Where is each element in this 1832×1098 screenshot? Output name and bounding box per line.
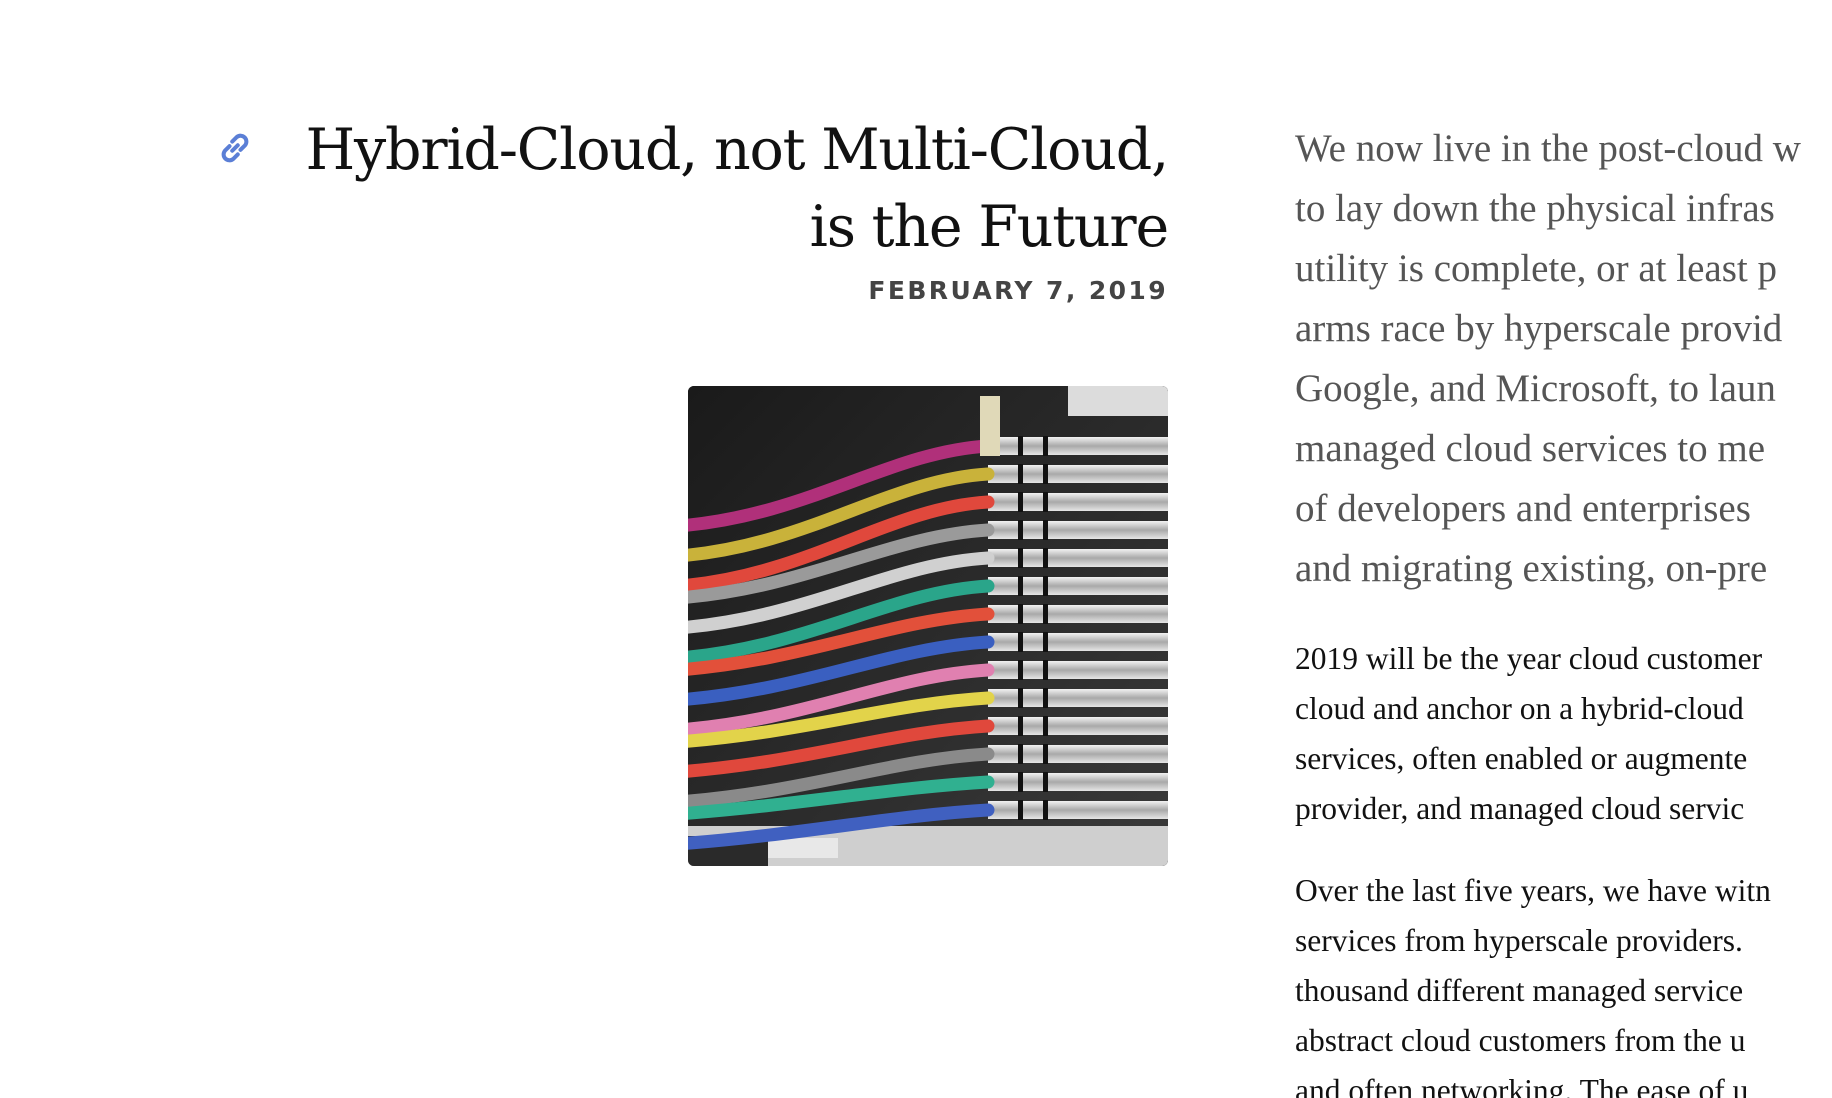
connector-port (988, 577, 1168, 595)
body-paragraph: 2019 will be the year cloud customer clo… (1295, 634, 1832, 834)
body-line: and often networking. The ease of u (1295, 1073, 1749, 1098)
body-line: thousand different managed service (1295, 973, 1744, 1008)
cable-strand (688, 663, 995, 736)
connector-port (988, 549, 1168, 567)
body-line: services from hyperscale providers. (1295, 923, 1743, 958)
post-title-line-1: Hybrid-Cloud, not Multi-Cloud, (305, 117, 1170, 183)
cable-strand (688, 495, 995, 592)
connector-port (988, 773, 1168, 791)
cable-strand (688, 719, 995, 778)
connector-port (988, 437, 1168, 455)
connector-port (988, 465, 1168, 483)
post-date: FEBRUARY 7, 2019 (868, 276, 1168, 305)
connector-clip (1018, 800, 1023, 820)
connector-clip (1018, 632, 1023, 652)
cable-strand (688, 551, 995, 634)
body-line: cloud and anchor on a hybrid-cloud (1295, 691, 1744, 726)
connector-clip (1043, 632, 1048, 652)
connector-clip (1018, 716, 1023, 736)
connector-port (988, 605, 1168, 623)
connector-clip (1018, 688, 1023, 708)
connector-clip (1043, 436, 1048, 456)
cable-strand (688, 803, 995, 850)
connector-clip (1018, 772, 1023, 792)
title-block: Hybrid-Cloud, not Multi-Cloud, is the Fu… (200, 112, 1170, 305)
connector-clip (1043, 716, 1048, 736)
connector-clip (1043, 772, 1048, 792)
lede-line: and migrating existing, on-pre (1295, 547, 1768, 590)
body-line: 2019 will be the year cloud customer (1295, 641, 1763, 676)
post-title-line-2: is the Future (809, 194, 1170, 260)
lede-line: Google, and Microsoft, to laun (1295, 367, 1776, 410)
connector-clip (1043, 576, 1048, 596)
cable-strand (688, 775, 995, 820)
body-line: Over the last five years, we have witn (1295, 873, 1771, 908)
lede-line: arms race by hyperscale provid (1295, 307, 1783, 350)
connector-clip (1018, 436, 1023, 456)
lede-line: We now live in the post-cloud w (1295, 127, 1801, 170)
lede-line: of developers and enterprises (1295, 487, 1751, 530)
cable-strand (688, 607, 995, 676)
connector-port (988, 801, 1168, 819)
cable-strand (688, 635, 995, 706)
connector-clip (1043, 688, 1048, 708)
connector-clip (1043, 492, 1048, 512)
connector-clip (1043, 464, 1048, 484)
connector-port (988, 633, 1168, 651)
connector-clip (1043, 548, 1048, 568)
cable-strand (688, 747, 995, 808)
connector-clip (1018, 548, 1023, 568)
connector-clip (1043, 744, 1048, 764)
body-line: services, often enabled or augmente (1295, 741, 1748, 776)
link-icon[interactable] (213, 126, 257, 170)
connector-clip (1018, 492, 1023, 512)
connector-port (988, 493, 1168, 511)
body-line: abstract cloud customers from the u (1295, 1023, 1746, 1058)
cable-strand (688, 439, 995, 532)
connector-clip (1018, 464, 1023, 484)
cable-strand (688, 579, 995, 664)
article-body: We now live in the post-cloud w to lay d… (1295, 0, 1832, 1098)
connector-clip (1018, 520, 1023, 540)
connector-clip (1043, 520, 1048, 540)
connector-clip (1043, 604, 1048, 624)
lede-paragraph: We now live in the post-cloud w to lay d… (1295, 119, 1832, 599)
post-title[interactable]: Hybrid-Cloud, not Multi-Cloud, is the Fu… (200, 112, 1170, 266)
body-paragraph: Over the last five years, we have witn s… (1295, 866, 1832, 1098)
cable-strand (688, 523, 995, 604)
cable-strand (688, 467, 995, 562)
connector-clip (1043, 800, 1048, 820)
connector-clip (1018, 576, 1023, 596)
cable-strand (688, 691, 995, 748)
connector-port (988, 689, 1168, 707)
connector-port (988, 661, 1168, 679)
connector-clip (1043, 660, 1048, 680)
body-line: provider, and managed cloud servic (1295, 791, 1745, 826)
server-cables-photo (688, 386, 1168, 866)
connector-clip (1018, 604, 1023, 624)
lede-line: utility is complete, or at least p (1295, 247, 1777, 290)
lede-line: managed cloud services to me (1295, 427, 1765, 470)
connector-clip (1018, 744, 1023, 764)
connector-port (988, 521, 1168, 539)
connector-port (988, 745, 1168, 763)
lede-line: to lay down the physical infras (1295, 187, 1775, 230)
connector-port (988, 717, 1168, 735)
connector-clip (1018, 660, 1023, 680)
